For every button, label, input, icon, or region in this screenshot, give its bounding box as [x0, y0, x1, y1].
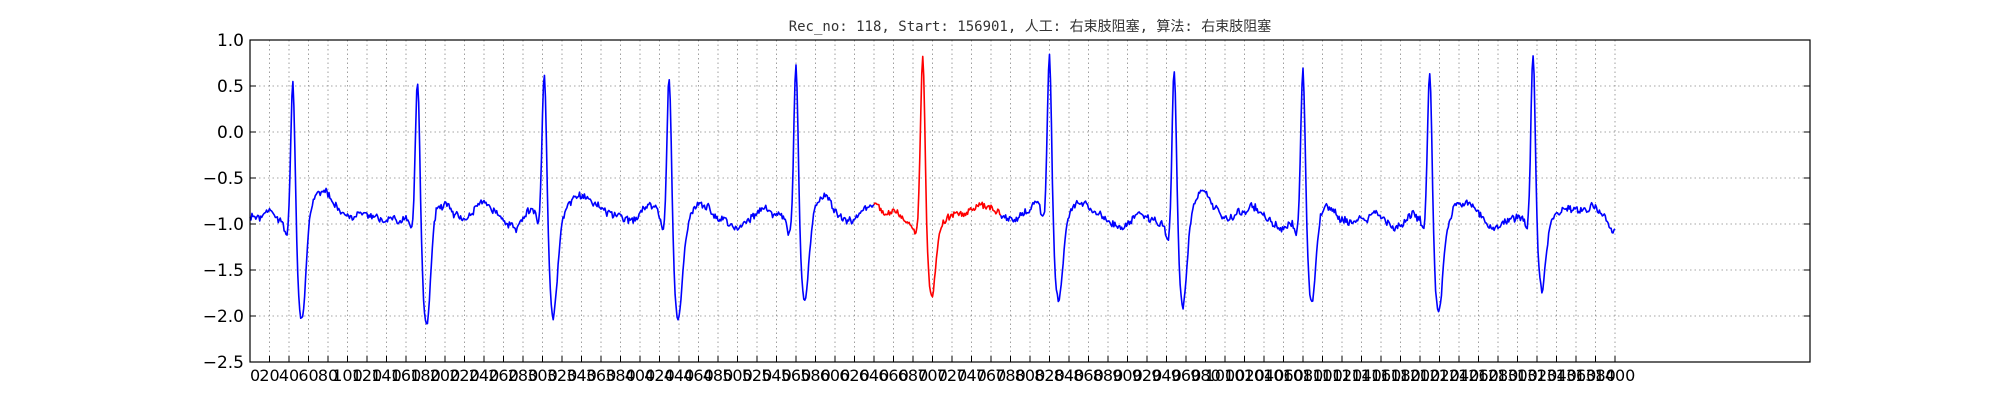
x-tick-label: 880 [1093, 366, 1124, 385]
x-tick-label: 220 [449, 366, 480, 385]
x-tick-label: 1400 [1595, 366, 1636, 385]
x-tick-label: 640 [859, 366, 890, 385]
y-tick-label: −0.5 [203, 169, 244, 189]
chart-title: Rec_no: 118, Start: 156901, 人工: 右束肢阻塞, 算… [789, 18, 1272, 35]
x-tick-label: 940 [1151, 366, 1182, 385]
x-tick-label: 120 [352, 366, 383, 385]
x-tick-label: 800 [1015, 366, 1046, 385]
x-tick-label: 1360 [1556, 366, 1597, 385]
x-tick-label: 540 [761, 366, 792, 385]
x-tick-label: 680 [898, 366, 929, 385]
x-tick-label: 60 [298, 366, 318, 385]
x-tick-label: 740 [956, 366, 987, 385]
y-tick-label: −2.5 [203, 353, 244, 373]
ecg-trace-segment-3 [999, 53, 1616, 313]
x-tick-label: 1120 [1322, 366, 1363, 385]
x-tick-label: 380 [605, 366, 636, 385]
x-tick-label: 620 [839, 366, 870, 385]
x-tick-label: 700 [917, 366, 948, 385]
x-tick-label: 80 [318, 366, 338, 385]
y-tick-label: 0.0 [217, 123, 244, 143]
x-tick-label: 580 [800, 366, 831, 385]
x-tick-label: 500 [722, 366, 753, 385]
x-tick-label: 1100 [1302, 366, 1343, 385]
x-tick-label: 820 [1034, 366, 1065, 385]
grid-lines [250, 40, 1810, 362]
x-tick-label: 1240 [1439, 366, 1480, 385]
x-tick-label: 1320 [1517, 366, 1558, 385]
x-tick-label: 900 [1112, 366, 1143, 385]
y-tick-label: 0.5 [217, 77, 244, 97]
x-tick-label: 980 [1190, 366, 1221, 385]
x-tick-label: 200 [430, 366, 461, 385]
x-tick-label: 780 [995, 366, 1026, 385]
x-tick-label: 1220 [1419, 366, 1460, 385]
x-tick-label: 960 [1171, 366, 1202, 385]
y-tick-label: −1.0 [203, 215, 244, 235]
x-tick-label: 460 [683, 366, 714, 385]
x-tick-label: 1380 [1575, 366, 1616, 385]
x-tick-label: 360 [586, 366, 617, 385]
x-tick-label: 240 [469, 366, 500, 385]
x-tick-label: 480 [703, 366, 734, 385]
x-tick-label: 300 [527, 366, 558, 385]
ecg-trace-segment-2 [873, 55, 1002, 298]
x-tick-label: 260 [488, 366, 519, 385]
x-tick-label: 180 [410, 366, 441, 385]
y-axis: 1.0 0.5 0.0 −0.5 −1.0 −1.5 −2.0 −2.5 [203, 31, 1810, 373]
x-tick-label: 1040 [1244, 366, 1285, 385]
x-tick-label: 440 [664, 366, 695, 385]
x-tick-label: 600 [820, 366, 851, 385]
x-tick-label: 840 [1054, 366, 1085, 385]
x-tick-label: 40 [279, 366, 299, 385]
x-tick-label: 140 [371, 366, 402, 385]
x-tick-label: 860 [1073, 366, 1104, 385]
x-tick-label: 1020 [1224, 366, 1265, 385]
ecg-trace-segment-1 [249, 64, 875, 325]
x-tick-label: 1060 [1263, 366, 1304, 385]
x-tick-label: 1280 [1478, 366, 1519, 385]
x-tick-label: 660 [878, 366, 909, 385]
x-tick-label: 1300 [1497, 366, 1538, 385]
x-tick-label: 1200 [1400, 366, 1441, 385]
x-tick-label: 20 [259, 366, 279, 385]
x-tick-label: 100 [332, 366, 363, 385]
x-tick-label: 560 [781, 366, 812, 385]
x-tick-label: 1180 [1380, 366, 1421, 385]
x-tick-label: 280 [508, 366, 539, 385]
x-tick-label: 0 [250, 366, 260, 385]
y-tick-label: 1.0 [217, 31, 244, 51]
x-tick-label: 1340 [1536, 366, 1577, 385]
x-tick-label: 400 [625, 366, 656, 385]
y-tick-label: −1.5 [203, 261, 244, 281]
x-axis: 0 20 40 60 801001201401601802002202402602803… [249, 356, 1636, 385]
x-tick-label: 920 [1132, 366, 1163, 385]
x-tick-label: 760 [976, 366, 1007, 385]
x-tick-label: 320 [547, 366, 578, 385]
x-tick-label: 1260 [1458, 366, 1499, 385]
plot-frame [249, 39, 1811, 363]
x-tick-label: 160 [391, 366, 422, 385]
x-tick-label: 520 [742, 366, 773, 385]
x-tick-label: 1140 [1341, 366, 1382, 385]
ecg-traces [249, 53, 1616, 325]
x-tick-label: 720 [937, 366, 968, 385]
x-tick-label: 1000 [1205, 366, 1246, 385]
x-tick-label: 1160 [1361, 366, 1402, 385]
y-tick-label: −2.0 [203, 307, 244, 327]
x-tick-label: 420 [644, 366, 675, 385]
x-tick-label: 340 [566, 366, 597, 385]
x-tick-label: 1080 [1283, 366, 1324, 385]
